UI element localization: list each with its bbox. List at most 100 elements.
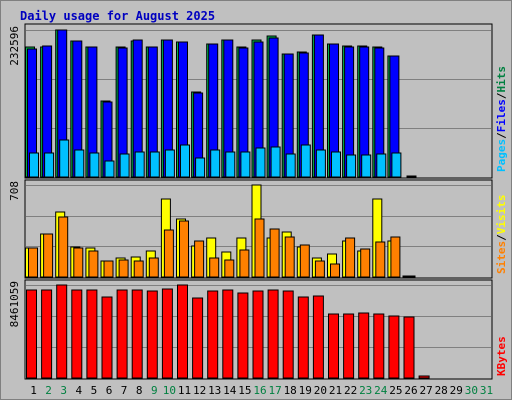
visits-ymax-label: 708 xyxy=(8,181,21,201)
visits-bar-sites xyxy=(330,263,340,278)
visits-bar-sites xyxy=(118,259,129,278)
visits-bar-sites xyxy=(58,216,69,278)
day-label: 11 xyxy=(178,384,191,397)
kbytes-bar-kbytes xyxy=(297,296,309,379)
day-label: 23 xyxy=(359,384,372,397)
hits-bar-pages xyxy=(285,153,296,178)
hits-bar-pages xyxy=(346,154,357,178)
hits-ymax-label: 232596 xyxy=(8,26,21,66)
kbytes-bar-kbytes xyxy=(358,312,370,379)
hits-bar-pages xyxy=(119,153,130,178)
side-label-part: / xyxy=(495,92,508,99)
day-label: 3 xyxy=(60,384,67,397)
visits-bar-sites xyxy=(224,259,235,278)
hits-bar-pages xyxy=(180,144,190,178)
day-label: 4 xyxy=(75,384,82,397)
hits-bar-pages xyxy=(315,149,326,178)
day-label: 17 xyxy=(268,384,281,397)
day-label: 21 xyxy=(329,384,342,397)
hits-bar-pages xyxy=(195,157,206,178)
visits-bar-sites xyxy=(375,241,386,278)
hits-bar-pages xyxy=(134,151,145,178)
visits-bar-sites xyxy=(269,228,280,278)
kbytes-bar-kbytes xyxy=(41,289,53,379)
visits-side-label: Sites/Visits xyxy=(495,195,508,275)
hits-bar-pages xyxy=(225,151,236,178)
hits-bar-pages xyxy=(240,151,251,178)
side-label-part: KBytes xyxy=(495,336,508,376)
side-label-part: Hits xyxy=(495,66,508,93)
day-label: 25 xyxy=(389,384,402,397)
kbytes-bar-kbytes xyxy=(343,313,355,379)
day-label: 19 xyxy=(299,384,312,397)
visits-bar-sites xyxy=(284,236,295,278)
visits-bar-sites xyxy=(88,250,99,278)
hits-bar-pages xyxy=(255,147,266,178)
day-label: 5 xyxy=(91,384,98,397)
day-label: 31 xyxy=(480,384,493,397)
hits-bar-pages xyxy=(270,146,281,178)
chart-title: Daily usage for August 2025 xyxy=(20,9,215,23)
day-label: 22 xyxy=(344,384,357,397)
chart-panels: 232596 Pages/Files/Hits 708 Sites/Visits 846… xyxy=(8,23,508,380)
hits-bar-pages xyxy=(74,149,85,178)
hits-side-label: Pages/Files/Hits xyxy=(495,66,508,172)
visits-panel: 708 Sites/Visits xyxy=(8,179,508,279)
day-label: 14 xyxy=(223,384,237,397)
hits-bar-pages xyxy=(406,175,417,178)
hits-bar-pages xyxy=(89,152,100,178)
visits-bar-sites xyxy=(254,218,265,278)
day-label: 12 xyxy=(193,384,206,397)
day-label: 29 xyxy=(450,384,463,397)
visits-bar-sites xyxy=(73,247,84,278)
kbytes-panel: 8461059 KBytes xyxy=(8,279,508,380)
kbytes-bar-kbytes xyxy=(207,290,219,379)
kbytes-bar-kbytes xyxy=(177,284,188,379)
side-label-part: Sites xyxy=(495,241,508,274)
hits-bar-pages xyxy=(391,152,402,178)
day-label: 1 xyxy=(30,384,37,397)
kbytes-bar-kbytes xyxy=(418,375,430,379)
kbytes-bar-kbytes xyxy=(101,296,113,379)
visits-bar-sites xyxy=(390,236,401,278)
day-label: 13 xyxy=(208,384,221,397)
visits-bar-sites xyxy=(103,260,114,278)
side-label-part: / xyxy=(495,132,508,139)
hits-bar-pages xyxy=(210,149,221,178)
kbytes-bar-kbytes xyxy=(282,290,294,379)
hits-bar-pages xyxy=(361,154,372,178)
day-label: 10 xyxy=(163,384,176,397)
kbytes-bar-kbytes xyxy=(131,289,143,379)
hits-bar-pages xyxy=(164,149,175,178)
side-label-part: Pages xyxy=(495,139,508,172)
hits-bar-pages xyxy=(149,151,160,178)
kbytes-bar-kbytes xyxy=(252,290,264,379)
day-labels: 1 2 3 4 5 6 7 8 9 10 11 12 13 14 15 16 17 18 19 20 21 22 23 24 2… xyxy=(30,384,493,397)
day-label: 7 xyxy=(121,384,128,397)
kbytes-bar-kbytes xyxy=(237,292,249,379)
kbytes-bar-kbytes xyxy=(116,289,128,379)
hits-panel: 232596 Pages/Files/Hits xyxy=(8,23,508,179)
visits-bar-sites xyxy=(314,260,325,278)
visits-bar-sites xyxy=(239,249,250,278)
visits-bar-sites xyxy=(405,275,416,278)
kbytes-bar-kbytes xyxy=(267,289,279,379)
kbytes-bar-kbytes xyxy=(222,289,234,379)
day-label: 28 xyxy=(435,384,448,397)
hits-bar-pages xyxy=(29,152,39,178)
hits-bar-pages xyxy=(44,152,55,178)
visits-bar-sites xyxy=(179,220,189,278)
kbytes-bar-kbytes xyxy=(328,313,339,379)
kbytes-bar-kbytes xyxy=(403,316,415,379)
kbytes-bar-kbytes xyxy=(146,290,158,379)
visits-bar-sites xyxy=(133,260,144,278)
visits-bar-sites xyxy=(28,247,38,278)
visits-bar-sites xyxy=(345,237,356,278)
kbytes-bar-kbytes xyxy=(373,313,385,379)
day-label: 9 xyxy=(151,384,158,397)
day-label: 27 xyxy=(419,384,432,397)
hits-bar-pages xyxy=(331,151,341,178)
day-label: 15 xyxy=(238,384,251,397)
kbytes-bar-kbytes xyxy=(161,288,173,379)
side-label-part: / xyxy=(495,234,508,241)
